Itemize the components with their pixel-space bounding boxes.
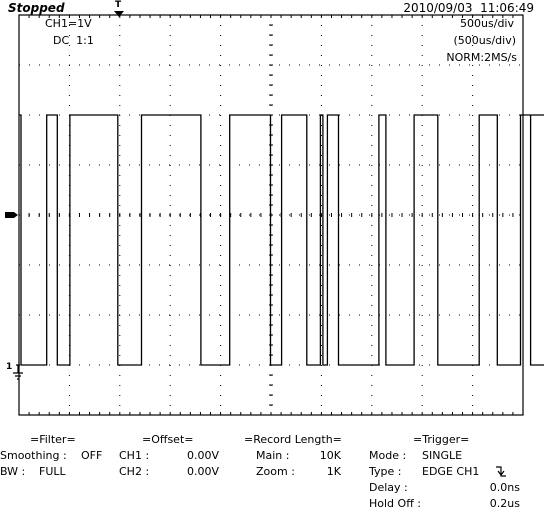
ch1-waveform bbox=[19, 114, 544, 366]
timebase: 500us/div bbox=[460, 17, 514, 30]
record-length-title: =Record Length= bbox=[244, 433, 342, 446]
trigger-type-label: Type : bbox=[369, 465, 402, 478]
acquisition-status: Stopped bbox=[8, 1, 65, 15]
trigger-mode-label: Mode : bbox=[369, 449, 407, 462]
trigger-delay-value: 0.0ns bbox=[489, 481, 520, 494]
trigger-holdoff-value: 0.2us bbox=[489, 497, 520, 510]
trigger-position-arrow bbox=[114, 11, 124, 17]
record-main-label: Main : bbox=[256, 449, 290, 462]
trigger-mode-value: SINGLE bbox=[422, 449, 463, 462]
filter-title: =Filter= bbox=[30, 433, 76, 446]
acquisition-mode: NORM:2MS/s bbox=[446, 51, 517, 64]
trigger-holdoff-label: Hold Off : bbox=[369, 497, 421, 510]
screen-markers bbox=[5, 11, 124, 380]
timebase-zoom: (500us/div) bbox=[453, 34, 516, 47]
ch1-scale: CH1=1V bbox=[45, 17, 92, 30]
bw-label: BW : bbox=[0, 465, 26, 478]
offset-ch1-label: CH1 : bbox=[119, 449, 150, 462]
trigger-delay-label: Delay : bbox=[369, 481, 408, 494]
record-main-value: 10K bbox=[319, 449, 341, 462]
record-zoom-label: Zoom : bbox=[256, 465, 295, 478]
bw-value: FULL bbox=[39, 465, 66, 478]
falling-edge-icon bbox=[496, 466, 506, 477]
trigger-level-marker bbox=[5, 212, 18, 218]
ch1-ground-marker: 1 bbox=[6, 362, 13, 372]
ground-symbol bbox=[13, 364, 23, 380]
smoothing-value: OFF bbox=[81, 449, 103, 462]
trigger-title: =Trigger= bbox=[413, 433, 470, 446]
trigger-type-value: EDGE CH1 bbox=[422, 465, 480, 478]
offset-ch2-label: CH2 : bbox=[119, 465, 150, 478]
date-time: 2010/09/03 11:06:49 bbox=[403, 1, 534, 15]
offset-ch1-value: 0.00V bbox=[186, 449, 219, 462]
ch1-coupling: DC 1:1 bbox=[53, 34, 94, 47]
offset-title: =Offset= bbox=[142, 433, 194, 446]
offset-ch2-value: 0.00V bbox=[186, 465, 219, 478]
smoothing-label: Smoothing : bbox=[0, 449, 67, 462]
record-zoom-value: 1K bbox=[326, 465, 341, 478]
trigger-position-marker: T bbox=[115, 0, 122, 10]
